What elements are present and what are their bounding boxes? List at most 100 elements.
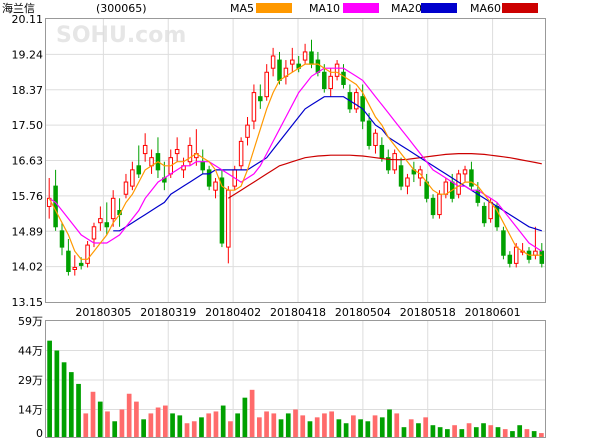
candle-body [501,230,506,256]
volume-bar [379,417,385,437]
legend-ma10-swatch [343,3,379,13]
volume-bar [271,413,277,437]
legend-ma10-label: MA10 [309,2,340,15]
volume-bar [539,433,544,437]
x-axis-dates: 20180305 20180319 20180402 20180418 20180504… [75,306,520,319]
candle-body [245,124,250,138]
volume-bar [445,429,450,437]
legend: MA5 MA10 MA20 MA60 [230,2,538,15]
candle-body [142,144,148,155]
candle-body [469,169,474,187]
volume-bar [76,383,81,437]
candle-body [309,51,314,65]
volume-bar [387,409,392,437]
volume-bar [83,413,89,437]
price-y-axis: 20.11 19.24 18.37 17.50 16.63 15.76 14.89 14.02… [12,13,44,309]
volume-bar [61,362,67,437]
volume-bar [488,425,494,437]
volume-bar [177,415,183,437]
candle-body [219,177,225,244]
volume-bar [199,417,204,437]
candle-body [430,197,436,216]
volume-bar [278,419,284,437]
volume-y-tick: 0 [36,427,43,440]
volume-bar [322,413,327,437]
volume-bar [54,350,60,437]
candle-body [226,189,231,248]
candle-body [475,189,481,203]
candle-body [200,161,205,171]
price-y-tick: 15.76 [12,190,44,203]
candle-body [481,205,487,224]
x-date-label: 20180319 [140,306,196,319]
candle-body [354,92,359,110]
legend-ma5-swatch [256,3,292,13]
volume-bar [162,405,168,437]
candle-body [462,169,468,175]
volume-bar [126,393,132,437]
volume-bar [531,431,537,437]
volume-bar [459,429,465,437]
candle-body [405,177,410,187]
volume-bar [170,413,175,437]
candle-body [258,96,263,102]
volume-bar [141,419,146,437]
candle-body [59,230,65,248]
candle-body [539,250,545,264]
candle-body [392,153,397,171]
candle-body [373,132,378,146]
volume-bar [502,429,508,437]
volume-y-tick: 29万 [18,374,43,387]
candle-body [130,169,135,187]
volume-bar [249,389,255,437]
volume-bar [481,423,486,437]
x-date-label: 20180601 [465,306,521,319]
candle-body [213,181,218,191]
candle-body [322,71,327,90]
volume-bars [47,340,544,437]
volume-bar [423,417,429,437]
candle-body [328,75,333,90]
candle-body [270,55,276,69]
volume-bar [300,415,306,437]
volume-bar [47,340,52,437]
price-y-tick: 17.50 [12,119,44,132]
volume-bar [256,417,262,437]
volume-bar [112,421,118,437]
candle-body [110,197,116,220]
candle-body [66,250,71,273]
candle-body [251,92,257,122]
candle-body [513,246,519,264]
stock-name: 海兰信 [2,1,35,15]
volume-bar [394,413,400,437]
volume-bar [466,423,472,437]
candle-body [398,165,404,187]
price-y-tick: 18.37 [12,84,44,97]
volume-bar [242,397,248,437]
candle-body [456,173,461,195]
candle-body [277,59,282,81]
volume-bar [401,427,407,437]
x-date-label: 20180402 [205,306,261,319]
candle-body [238,140,244,167]
candle-body [379,144,385,159]
volume-bar [148,413,154,437]
legend-ma60-label: MA60 [470,2,501,15]
volume-bar [191,421,197,437]
candle-body [78,262,84,266]
candle-body [437,193,442,216]
ma60-line [227,153,542,199]
volume-y-tick: 14万 [18,403,43,416]
moving-average-lines [48,63,543,260]
candle-body [91,226,97,240]
candle-body [443,181,449,195]
candle-body [104,222,110,228]
volume-bar [90,391,96,437]
candlesticks [46,39,545,276]
legend-ma20-label: MA20 [391,2,422,15]
candle-body [206,169,212,187]
volume-bar [372,415,378,437]
volume-bar [105,411,110,437]
price-panel [45,18,546,303]
volume-bar [416,423,421,437]
